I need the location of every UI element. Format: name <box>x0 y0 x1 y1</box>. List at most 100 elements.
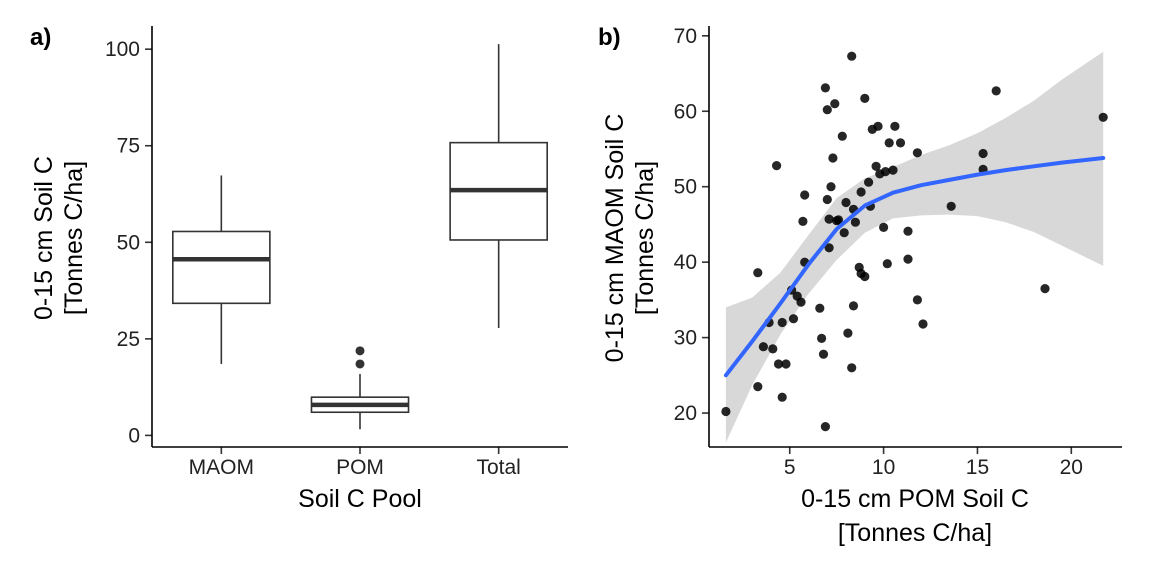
scatter-point <box>818 349 829 359</box>
panel-b-y-tick-label: 20 <box>674 402 697 425</box>
panel-a-y-tick-label: 25 <box>117 328 140 351</box>
scatter-point <box>798 216 808 226</box>
scatter-point <box>912 148 923 158</box>
panel-b-xlabel-line2: [Tonnes C/ha] <box>838 519 992 547</box>
scatter-point <box>815 303 825 313</box>
scatter-point <box>1098 112 1108 122</box>
scatter-point <box>978 148 988 159</box>
panel-a-boxes <box>172 44 548 430</box>
scatter-point <box>773 359 784 369</box>
scatter-point <box>796 297 806 307</box>
panel-b-confidence-band <box>725 51 1104 443</box>
panel-a-xlabel: Soil C Pool <box>298 485 422 513</box>
panel-b-scatter: b) 0-15 cm MAOM Soil C [Tonnes C/ha] 20 3… <box>598 24 1122 547</box>
panel-a-ylabel-line2: [Tonnes C/ha] <box>60 161 88 315</box>
panel-b-y-tick-label: 70 <box>674 25 697 48</box>
scatter-point <box>880 167 891 177</box>
scatter-point <box>918 319 928 329</box>
scatter-point <box>822 105 832 115</box>
scatter-point <box>879 222 889 232</box>
scatter-point <box>837 131 847 141</box>
box-outlier <box>355 359 365 369</box>
scatter-point <box>839 228 849 238</box>
panel-a-ylabel-line1: 0-15 cm Soil C <box>30 156 58 320</box>
panel-a-boxplot: a) 0-15 cm Soil C [Tonnes C/ha] 0 25 50 75 1… <box>30 24 568 513</box>
panel-b-x-tick-label: 20 <box>1060 456 1083 479</box>
scatter-point <box>871 161 881 171</box>
scatter-point <box>1040 284 1050 294</box>
panel-b-smooth-line <box>723 156 1106 378</box>
panel-b-y-axis-ticks: 20 30 40 50 60 70 <box>674 25 709 425</box>
panel-b-ylabel-line2: [Tonnes C/ha] <box>631 161 659 315</box>
panel-b-ylabel-line1: 0-15 cm MAOM Soil C <box>601 114 629 363</box>
panel-b-y-tick-label: 30 <box>674 327 697 350</box>
box-maom <box>172 230 271 305</box>
scatter-point <box>777 317 787 328</box>
scatter-point <box>826 182 836 192</box>
panel-b-label: b) <box>598 24 621 51</box>
scatter-point <box>850 217 861 227</box>
panel-a-x-tick-label: POM <box>336 456 384 479</box>
scatter-point <box>777 392 787 402</box>
scatter-point <box>991 86 1001 96</box>
panel-a-x-tick-label: Total <box>476 456 520 479</box>
scatter-point <box>860 271 870 282</box>
scatter-point <box>820 422 831 432</box>
scatter-point <box>830 99 840 109</box>
scatter-point <box>781 359 791 369</box>
panel-a-y-tick-label: 0 <box>128 424 140 447</box>
scatter-point <box>860 93 870 103</box>
scatter-point <box>824 243 834 253</box>
scatter-point <box>903 254 913 264</box>
scatter-point <box>888 165 898 175</box>
scatter-point <box>768 344 778 354</box>
panel-b-y-tick-label: 50 <box>674 176 697 199</box>
panel-b-y-tick-label: 60 <box>674 100 697 123</box>
panel-a-label: a) <box>30 24 51 51</box>
scatter-point <box>847 363 857 373</box>
scatter-point <box>721 406 731 417</box>
scatter-point <box>895 138 906 148</box>
scatter-point <box>758 342 769 352</box>
panel-a-x-axis-ticks: MAOM POM Total <box>189 447 521 479</box>
scatter-point <box>822 194 832 205</box>
scatter-point <box>843 328 853 338</box>
scatter-point <box>820 83 831 93</box>
scatter-point <box>882 259 892 269</box>
smooth-fit-line <box>723 156 1106 378</box>
scatter-point <box>817 333 827 343</box>
scatter-point <box>772 161 782 171</box>
scatter-point <box>847 51 857 61</box>
scatter-point <box>833 215 844 225</box>
panel-a-y-tick-label: 75 <box>117 135 140 158</box>
panel-b-x-tick-label: 10 <box>872 456 895 479</box>
box-outlier <box>355 346 365 356</box>
scatter-point <box>946 201 956 211</box>
panel-b-x-tick-label: 5 <box>784 456 796 479</box>
scatter-point <box>841 197 851 208</box>
scatter-point <box>824 214 834 224</box>
scatter-point <box>884 138 894 148</box>
scatter-point <box>848 301 859 311</box>
panel-b-x-axis-ticks: 5 10 15 20 <box>784 447 1083 479</box>
scatter-point <box>788 314 799 324</box>
scatter-point <box>753 268 763 278</box>
panel-a-y-axis-ticks: 0 25 50 75 100 <box>105 38 152 447</box>
scatter-point <box>890 121 900 131</box>
scatter-point <box>856 187 866 197</box>
scatter-point <box>753 382 763 392</box>
scatter-point <box>912 295 923 305</box>
panel-a-y-tick-label: 100 <box>105 38 140 61</box>
scatter-point <box>864 177 874 187</box>
panel-b-x-tick-label: 15 <box>966 456 989 479</box>
scatter-point <box>828 153 838 163</box>
panel-a-y-tick-label: 50 <box>117 231 140 254</box>
confidence-ribbon <box>725 51 1104 443</box>
scatter-point <box>873 121 883 131</box>
panel-b-y-tick-label: 40 <box>674 251 697 274</box>
scatter-point <box>800 190 810 200</box>
scatter-point <box>903 226 913 236</box>
panel-b-xlabel-line1: 0-15 cm POM Soil C <box>801 485 1029 513</box>
panel-a-x-tick-label: MAOM <box>189 456 254 479</box>
